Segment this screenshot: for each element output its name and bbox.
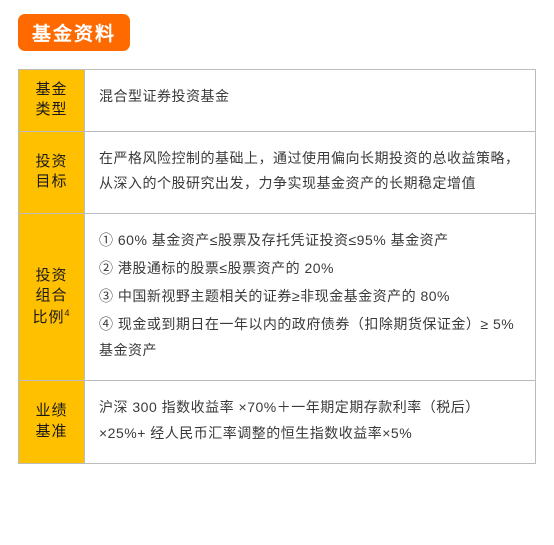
row-label-benchmark: 业绩 基准 — [19, 381, 85, 463]
row-value-fund-type: 混合型证券投资基金 — [85, 70, 535, 131]
table-row: 业绩 基准 沪深 300 指数收益率 ×70%＋一年期定期存款利率（税后）×25… — [19, 381, 535, 463]
value-line: ④ 现金或到期日在一年以内的政府债券（扣除期货保证金）≥ 5% 基金资产 — [99, 312, 521, 364]
fund-info-table: 基金 类型 混合型证券投资基金 投资 目标 在严格风险控制的基础上，通过使用偏向… — [18, 69, 536, 464]
label-line: 类型 — [35, 100, 67, 120]
table-row: 基金 类型 混合型证券投资基金 — [19, 70, 535, 132]
label-line: 组合 — [35, 286, 67, 306]
row-label-allocation: 投资 组合 比例4 — [19, 214, 85, 379]
label-line: 业绩 — [35, 401, 67, 421]
label-line: 投资 — [35, 266, 67, 286]
value-line: ③ 中国新视野主题相关的证券≥非现金基金资产的 80% — [99, 284, 521, 310]
value-line: 在严格风险控制的基础上，通过使用偏向长期投资的总收益策略，从深入的个股研究出发，… — [99, 146, 521, 198]
row-value-objective: 在严格风险控制的基础上，通过使用偏向长期投资的总收益策略，从深入的个股研究出发，… — [85, 132, 535, 214]
row-label-objective: 投资 目标 — [19, 132, 85, 214]
value-line: ② 港股通标的股票≤股票资产的 20% — [99, 256, 521, 282]
label-line: 目标 — [35, 172, 67, 192]
section-badge: 基金资料 — [18, 14, 130, 51]
row-value-allocation: ① 60% 基金资产≤股票及存托凭证投资≤95% 基金资产 ② 港股通标的股票≤… — [85, 214, 535, 379]
value-line: 混合型证券投资基金 — [99, 84, 521, 110]
row-value-benchmark: 沪深 300 指数收益率 ×70%＋一年期定期存款利率（税后）×25%+ 经人民… — [85, 381, 535, 463]
footnote-marker: 4 — [65, 308, 71, 318]
table-row: 投资 目标 在严格风险控制的基础上，通过使用偏向长期投资的总收益策略，从深入的个… — [19, 132, 535, 215]
label-line: 投资 — [35, 152, 67, 172]
label-line: 比例4 — [32, 307, 70, 328]
row-label-fund-type: 基金 类型 — [19, 70, 85, 131]
label-line: 基金 — [35, 80, 67, 100]
table-row: 投资 组合 比例4 ① 60% 基金资产≤股票及存托凭证投资≤95% 基金资产 … — [19, 214, 535, 380]
value-line: ① 60% 基金资产≤股票及存托凭证投资≤95% 基金资产 — [99, 228, 521, 254]
value-line: 沪深 300 指数收益率 ×70%＋一年期定期存款利率（税后）×25%+ 经人民… — [99, 395, 521, 447]
label-line: 基准 — [35, 422, 67, 442]
